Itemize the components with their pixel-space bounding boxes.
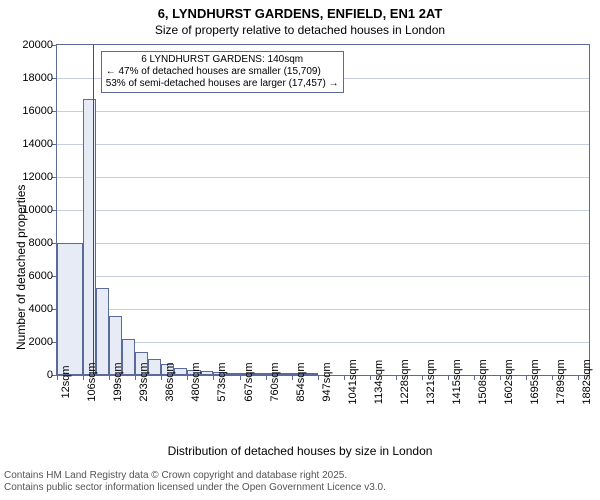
xtick-mark: [344, 375, 345, 380]
xtick-mark: [292, 375, 293, 380]
xtick-label: 12sqm: [60, 365, 72, 398]
xtick-mark: [474, 375, 475, 380]
x-axis-label: Distribution of detached houses by size …: [0, 444, 600, 458]
xtick-label: 1695sqm: [529, 359, 541, 404]
ytick-label: 10000: [22, 204, 57, 216]
gridline: [57, 111, 589, 112]
xtick-label: 1882sqm: [581, 359, 593, 404]
xtick-mark: [370, 375, 371, 380]
histogram-bar: [96, 288, 109, 375]
xtick-mark: [109, 375, 110, 380]
gridline: [57, 309, 589, 310]
ytick-label: 16000: [22, 105, 57, 117]
xtick-mark: [318, 375, 319, 380]
ytick-label: 20000: [22, 39, 57, 51]
xtick-mark: [83, 375, 84, 380]
xtick-label: 573sqm: [216, 362, 228, 401]
xtick-mark: [57, 375, 58, 380]
xtick-label: 854sqm: [295, 362, 307, 401]
xtick-mark: [161, 375, 162, 380]
annotation-line-1: 6 LYNDHURST GARDENS: 140sqm: [106, 54, 339, 66]
footer-line-2: Contains public sector information licen…: [4, 482, 386, 494]
gridline: [57, 276, 589, 277]
xtick-label: 293sqm: [138, 362, 150, 401]
xtick-mark: [187, 375, 188, 380]
xtick-mark: [448, 375, 449, 380]
xtick-label: 1789sqm: [555, 359, 567, 404]
xtick-label: 480sqm: [190, 362, 202, 401]
xtick-label: 947sqm: [321, 362, 333, 401]
gridline: [57, 177, 589, 178]
footer-line-1: Contains HM Land Registry data © Crown c…: [4, 470, 386, 482]
xtick-mark: [266, 375, 267, 380]
ytick-label: 18000: [22, 72, 57, 84]
xtick-mark: [240, 375, 241, 380]
xtick-mark: [396, 375, 397, 380]
annotation-line-2: ← 47% of detached houses are smaller (15…: [106, 66, 339, 78]
histogram-bar: [174, 368, 187, 375]
xtick-label: 1321sqm: [425, 359, 437, 404]
chart-subtitle: Size of property relative to detached ho…: [0, 21, 600, 37]
gridline: [57, 144, 589, 145]
ytick-label: 0: [47, 369, 57, 381]
ytick-label: 2000: [29, 336, 57, 348]
xtick-label: 1134sqm: [373, 360, 385, 404]
gridline: [57, 210, 589, 211]
xtick-label: 1415sqm: [451, 359, 463, 404]
ytick-label: 12000: [22, 171, 57, 183]
histogram-bar: [227, 373, 240, 375]
histogram-bar: [122, 339, 135, 375]
xtick-mark: [526, 375, 527, 380]
xtick-label: 106sqm: [86, 362, 98, 401]
footer-text: Contains HM Land Registry data © Crown c…: [4, 470, 386, 494]
gridline: [57, 243, 589, 244]
plot-area: 0200040006000800010000120001400016000180…: [56, 44, 590, 376]
histogram-bar: [83, 99, 96, 375]
xtick-label: 386sqm: [164, 362, 176, 401]
xtick-label: 1041sqm: [347, 359, 359, 404]
ytick-label: 14000: [22, 138, 57, 150]
xtick-label: 1228sqm: [399, 359, 411, 404]
xtick-mark: [500, 375, 501, 380]
histogram-chart: 6, LYNDHURST GARDENS, ENFIELD, EN1 2AT S…: [0, 0, 600, 500]
xtick-mark: [213, 375, 214, 380]
xtick-label: 1602sqm: [503, 359, 515, 404]
xtick-label: 760sqm: [269, 362, 281, 401]
annotation-line-3: 53% of semi-detached houses are larger (…: [106, 78, 339, 90]
ytick-label: 8000: [29, 237, 57, 249]
property-marker-line: [93, 45, 94, 375]
ytick-label: 4000: [29, 303, 57, 315]
annotation-box: 6 LYNDHURST GARDENS: 140sqm← 47% of deta…: [101, 51, 344, 93]
histogram-bar: [57, 243, 83, 375]
xtick-mark: [422, 375, 423, 380]
xtick-label: 199sqm: [112, 362, 124, 401]
xtick-mark: [578, 375, 579, 380]
xtick-label: 667sqm: [243, 362, 255, 401]
xtick-mark: [552, 375, 553, 380]
gridline: [57, 342, 589, 343]
chart-title: 6, LYNDHURST GARDENS, ENFIELD, EN1 2AT: [0, 0, 600, 21]
xtick-mark: [135, 375, 136, 380]
xtick-label: 1508sqm: [477, 359, 489, 404]
histogram-bar: [148, 359, 161, 375]
histogram-bar: [201, 371, 214, 375]
ytick-label: 6000: [29, 270, 57, 282]
